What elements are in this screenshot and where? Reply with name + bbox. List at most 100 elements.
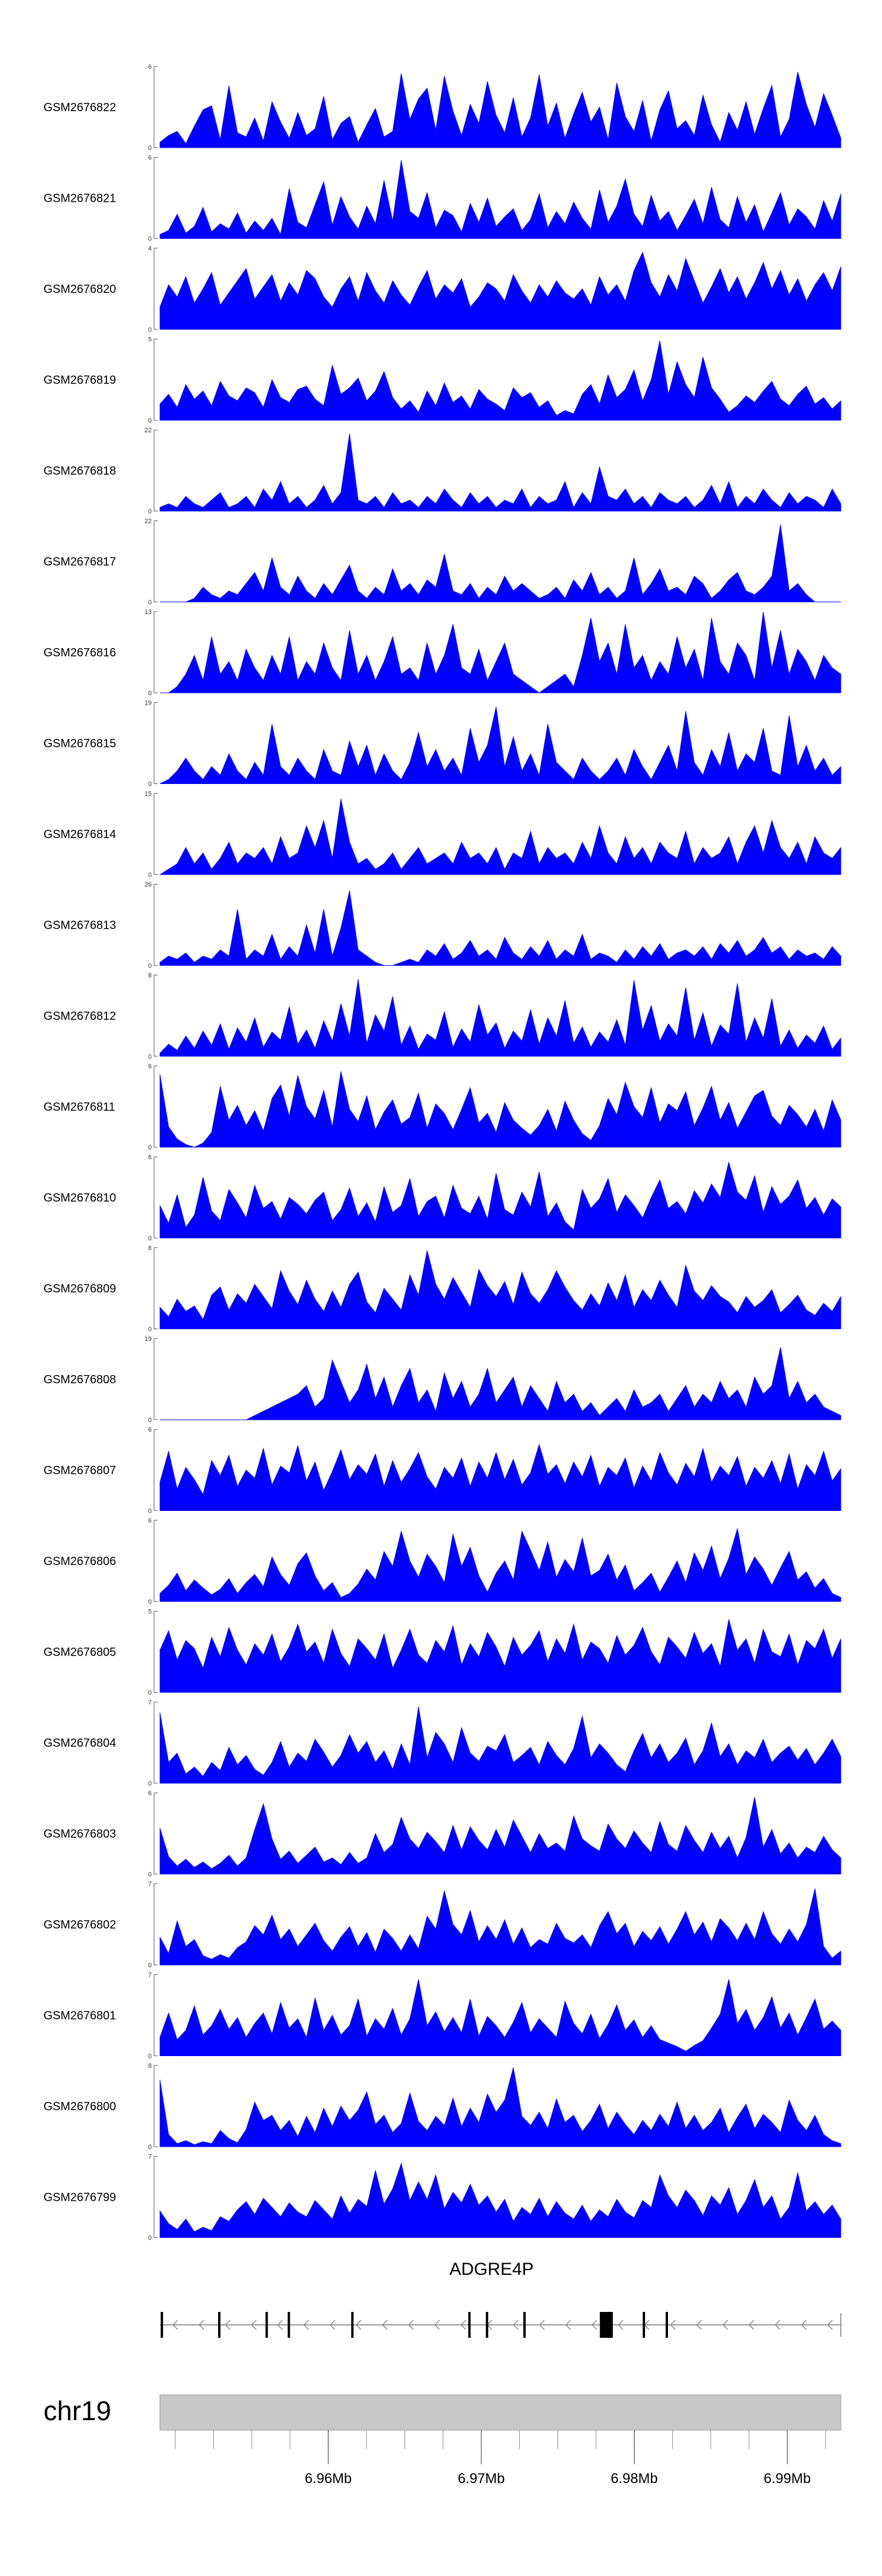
- y-max-label: 22: [145, 427, 152, 434]
- track-label: GSM2676801: [44, 2010, 116, 2023]
- coverage-area: [159, 433, 841, 512]
- y-min-label: 0: [148, 236, 152, 243]
- coverage-track: GSM2676814 15 0: [44, 790, 841, 879]
- coverage-track: GSM2676807 6 0: [44, 1427, 841, 1515]
- y-min-label: 0: [148, 2235, 152, 2242]
- track-label: GSM2676820: [44, 283, 116, 296]
- y-min-label: 0: [148, 2053, 152, 2060]
- y-max-label: 5: [148, 1609, 152, 1616]
- y-min-label: 0: [148, 781, 152, 788]
- strand-arrow: [329, 2320, 336, 2330]
- track-label: GSM2676819: [44, 374, 116, 387]
- strand-arrow: [617, 2320, 623, 2330]
- y-max-label: 6: [148, 1063, 152, 1070]
- coverage-track: GSM2676822 6 0: [44, 64, 841, 152]
- y-min-label: 0: [148, 1690, 152, 1697]
- coverage-track: GSM2676819 5 0: [44, 336, 841, 425]
- coverage-area: [159, 1888, 841, 1966]
- strand-arrow: [827, 2320, 833, 2330]
- coverage-area: [159, 1443, 841, 1511]
- strand-arrow: [355, 2320, 362, 2330]
- gene-exon: [265, 2312, 268, 2338]
- track-label: GSM2676815: [44, 738, 116, 750]
- coverage-area: [159, 1706, 841, 1784]
- y-max-label: 7: [148, 1881, 152, 1888]
- coverage-track: GSM2676815 19 0: [44, 700, 841, 788]
- y-max-label: 6: [148, 1427, 152, 1434]
- y-min-label: 0: [148, 1053, 152, 1060]
- coverage-area: [159, 251, 841, 330]
- track-label: GSM2676812: [44, 1010, 116, 1023]
- strand-arrow: [801, 2320, 807, 2330]
- y-max-label: 6: [148, 1790, 152, 1797]
- y-max-label: 7: [148, 1972, 152, 1979]
- y-max-label: 4: [148, 245, 152, 252]
- track-label: GSM2676804: [44, 1737, 116, 1750]
- strand-arrow: [565, 2320, 571, 2330]
- gene-exon: [600, 2312, 613, 2338]
- strand-arrow: [696, 2320, 702, 2330]
- track-label: GSM2676799: [44, 2191, 116, 2204]
- coverage-area: [159, 1979, 841, 2056]
- y-max-label: 13: [145, 609, 152, 616]
- strand-arrow: [408, 2320, 414, 2330]
- y-min-label: 0: [148, 326, 152, 333]
- gene-name: ADGRE4P: [449, 2260, 533, 2279]
- y-min-label: 0: [148, 1508, 152, 1515]
- y-min-label: 0: [148, 1417, 152, 1424]
- y-min-label: 0: [148, 1871, 152, 1878]
- strand-arrow: [172, 2320, 178, 2330]
- gene-exon: [351, 2312, 354, 2338]
- track-label: GSM2676806: [44, 1555, 116, 1568]
- y-max-label: 26: [145, 882, 152, 889]
- coverage-tracks: GSM267682260GSM267682160GSM267682040GSM2…: [44, 64, 841, 2242]
- y-max-label: 6: [148, 155, 152, 162]
- gene-exon: [218, 2312, 220, 2338]
- coverage-area: [159, 341, 841, 421]
- axis-tick-label: 6.97Mb: [457, 2471, 505, 2487]
- y-max-label: 6: [148, 1245, 152, 1252]
- strand-arrow: [774, 2320, 781, 2330]
- strand-arrow: [225, 2320, 230, 2330]
- y-min-label: 0: [148, 1235, 152, 1242]
- y-min-label: 0: [148, 1780, 152, 1787]
- track-label: GSM2676805: [44, 1646, 116, 1659]
- strand-arrow: [198, 2320, 205, 2330]
- coverage-track: GSM2676803 6 0: [44, 1790, 841, 1878]
- coverage-track: GSM2676813 26 0: [44, 882, 841, 970]
- track-label: GSM2676817: [44, 556, 116, 569]
- track-label: GSM2676807: [44, 1464, 116, 1477]
- y-max-label: 19: [145, 700, 152, 707]
- y-max-label: 8: [148, 972, 152, 979]
- coverage-area: [159, 1619, 841, 1693]
- axis-tick-label: 6.99Mb: [764, 2471, 811, 2487]
- coverage-track: GSM2676802 7 0: [44, 1881, 841, 1969]
- coverage-area: [159, 979, 841, 1057]
- gene-exon: [288, 2312, 290, 2338]
- gene-exon: [643, 2312, 646, 2338]
- track-label: GSM2676808: [44, 1373, 116, 1386]
- gene-exon: [161, 2312, 163, 2338]
- coverage-area: [159, 160, 841, 239]
- strand-arrow: [303, 2320, 309, 2330]
- y-max-label: 15: [145, 790, 152, 798]
- axis-tick-label: 6.98Mb: [611, 2471, 658, 2487]
- coverage-track: GSM2676800 8 0: [44, 2063, 841, 2151]
- gene-track: ADGRE4P: [160, 2260, 841, 2338]
- coverage-area: [160, 524, 841, 602]
- coverage-track: GSM2676816 13 0: [44, 609, 841, 697]
- y-max-label: 7: [148, 1699, 152, 1706]
- y-max-label: 6: [148, 64, 152, 71]
- y-min-label: 0: [148, 418, 152, 425]
- coverage-area: [159, 1528, 841, 1602]
- track-label: GSM2676822: [44, 101, 116, 114]
- strand-arrow: [749, 2320, 754, 2330]
- track-label: GSM2676814: [44, 828, 116, 841]
- coverage-area: [159, 2067, 841, 2147]
- gene-exon: [486, 2312, 489, 2338]
- strand-arrow: [382, 2320, 388, 2330]
- y-max-label: 5: [148, 336, 152, 343]
- track-label: GSM2676802: [44, 1918, 116, 1931]
- strand-arrow: [591, 2320, 597, 2330]
- coverage-track: GSM2676801 7 0: [44, 1972, 841, 2060]
